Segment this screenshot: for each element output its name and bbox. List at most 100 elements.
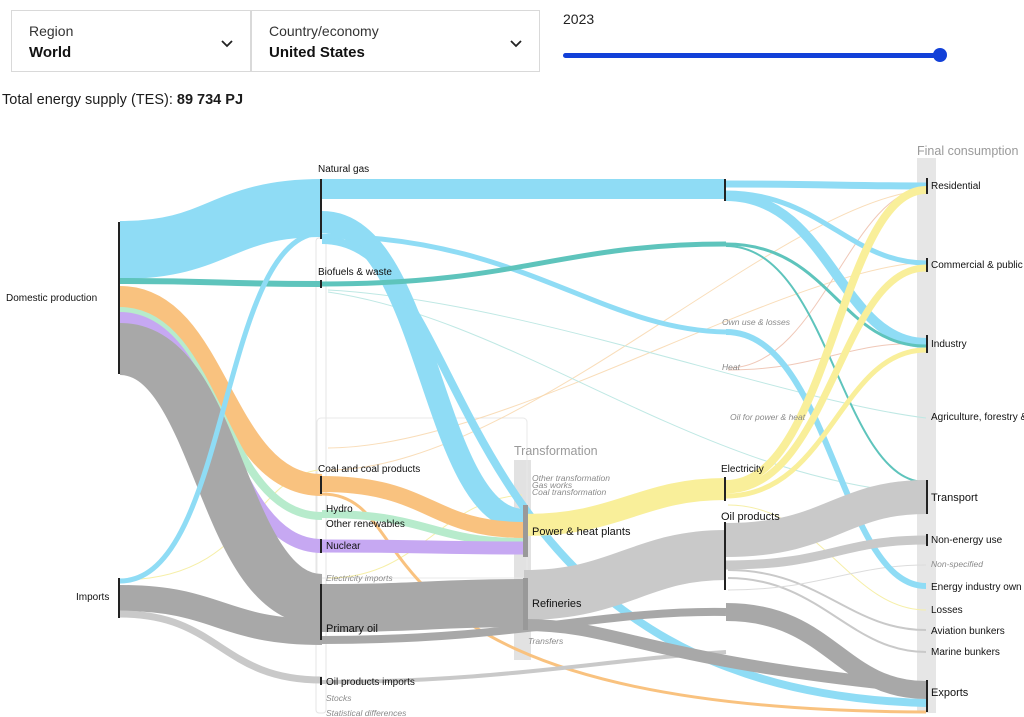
node-bar-exports: [926, 680, 928, 712]
tes-value: 89 734 PJ: [176, 92, 244, 108]
node-coal-transformation[interactable]: Coal transformation: [532, 487, 606, 497]
year-slider-handle[interactable]: [933, 48, 947, 62]
node-biofuels-waste[interactable]: Biofuels & waste: [318, 267, 392, 278]
final-consumption-stage-bar: [917, 158, 936, 713]
transform-group-box: [316, 417, 528, 579]
node-bar-coal: [320, 476, 322, 494]
region-select-label: Region: [29, 23, 74, 39]
country-select[interactable]: Country/economy United States: [251, 10, 540, 72]
node-exports[interactable]: Exports: [931, 687, 969, 699]
chevron-down-icon: [510, 40, 522, 48]
node-bar-oil-products: [724, 522, 726, 590]
node-bar-power-heat: [523, 505, 528, 557]
node-own-use-losses[interactable]: Own use & losses: [722, 317, 791, 327]
node-agriculture[interactable]: Agriculture, forestry &: [931, 412, 1024, 423]
flow-faint: [727, 504, 927, 611]
node-heat[interactable]: Heat: [722, 362, 741, 372]
node-bar-biofuels: [320, 280, 322, 288]
flow-coal-power: [321, 476, 525, 538]
flow-gas-industry: [725, 191, 927, 348]
node-other-transformation[interactable]: Other transformation: [532, 473, 610, 483]
node-bar-non-energy: [926, 534, 928, 546]
flow-biofuels-domestic: [119, 278, 323, 287]
flow-gas-commercial: [725, 190, 927, 266]
node-power-heat-plants[interactable]: Power & heat plants: [532, 526, 631, 538]
flow-gas-residential: [725, 180, 927, 190]
node-imports[interactable]: Imports: [76, 592, 109, 603]
node-oil-products-imports[interactable]: Oil products imports: [326, 677, 415, 688]
flow-faint: [727, 564, 927, 591]
node-non-energy-use[interactable]: Non-energy use: [931, 535, 1003, 546]
node-losses[interactable]: Losses: [931, 605, 963, 616]
flow-nuclear-power: [321, 539, 525, 555]
node-coal[interactable]: Coal and coal products: [318, 464, 420, 475]
node-marine-bunkers[interactable]: Marine bunkers: [931, 647, 1000, 658]
flow-refineries-oilprod: [523, 530, 727, 620]
tes-label: Total energy supply (TES):: [2, 92, 173, 108]
flow-oilprod-exports: [725, 603, 927, 699]
year-slider[interactable]: [563, 48, 948, 64]
node-commercial-public[interactable]: Commercial & public: [931, 260, 1023, 271]
stage-header-transformation: Transformation: [514, 444, 598, 458]
node-residential[interactable]: Residential: [931, 181, 980, 192]
node-transfers[interactable]: Transfers: [528, 636, 564, 646]
flow-power-electricity: [523, 478, 727, 536]
node-gas-works[interactable]: Gas works: [532, 480, 573, 490]
region-select[interactable]: Region World: [11, 10, 251, 72]
flow-gas-domestic: [119, 179, 323, 279]
year-slider-track[interactable]: [563, 53, 939, 58]
flow-oil-domestic: [117, 323, 325, 626]
node-bar-natural-gas: [320, 179, 322, 239]
flow-oilprod-transport: [725, 480, 927, 557]
node-bar-transport: [926, 480, 928, 514]
node-energy-industry-own[interactable]: Energy industry own: [931, 582, 1022, 593]
flow-gas-own-use: [321, 233, 727, 335]
node-nuclear[interactable]: Nuclear: [326, 541, 361, 552]
flow-faint: [727, 577, 927, 653]
node-transport[interactable]: Transport: [931, 492, 978, 504]
flow-elec-commercial: [725, 264, 927, 494]
flow-oil-imports: [119, 585, 323, 645]
node-stocks[interactable]: Stocks: [326, 693, 352, 703]
total-energy-supply: Total energy supply (TES): 89 734 PJ: [2, 92, 243, 108]
node-industry[interactable]: Industry: [931, 339, 967, 350]
flow-refineries-exports: [523, 619, 927, 694]
node-oil-products[interactable]: Oil products: [721, 511, 780, 523]
region-select-value: World: [29, 44, 72, 61]
node-bar-primary-oil: [320, 584, 322, 640]
flow-coal-domestic: [119, 286, 323, 496]
node-electricity[interactable]: Electricity: [721, 464, 764, 475]
node-oil-for-power-heat[interactable]: Oil for power & heat: [730, 412, 806, 422]
flow-elec-industry: [725, 347, 927, 499]
node-bar-industry: [926, 335, 928, 353]
node-bar-refineries: [523, 578, 528, 630]
node-statistical-differences[interactable]: Statistical differences: [326, 708, 407, 717]
node-primary-oil[interactable]: Primary oil: [326, 623, 378, 635]
stage-header-final-consumption: Final consumption: [917, 144, 1018, 158]
flow-oil-refineries: [321, 579, 525, 632]
flow-elec-residential: [725, 186, 927, 488]
node-refineries[interactable]: Refineries: [532, 598, 582, 610]
node-bar-nuclear: [320, 539, 322, 553]
node-non-specified[interactable]: Non-specified: [931, 559, 983, 569]
node-natural-gas[interactable]: Natural gas: [318, 164, 369, 175]
flow-faint: [327, 189, 927, 471]
flow-gas-export: [321, 236, 927, 707]
flow-gas-imports: [119, 230, 323, 584]
country-select-label: Country/economy: [269, 23, 379, 39]
country-select-value: United States: [269, 44, 365, 61]
node-hydro[interactable]: Hydro: [326, 504, 353, 515]
node-bar-domestic-production: [118, 222, 120, 374]
node-aviation-bunkers[interactable]: Aviation bunkers: [931, 626, 1005, 637]
node-bar-electricity: [724, 477, 726, 501]
node-other-renewables[interactable]: Other renewables: [326, 519, 405, 530]
flow-oilprod-nonenergy: [725, 535, 927, 570]
node-bar-commercial: [926, 258, 928, 272]
year-label: 2023: [563, 11, 595, 27]
node-domestic-production[interactable]: Domestic production: [6, 293, 97, 304]
node-bar-oil-products-imports: [320, 677, 322, 685]
node-electricity-imports[interactable]: Electricity imports: [326, 573, 393, 583]
flow-bio-industry: [725, 242, 927, 348]
flow-biofuels-direct: [321, 241, 727, 287]
